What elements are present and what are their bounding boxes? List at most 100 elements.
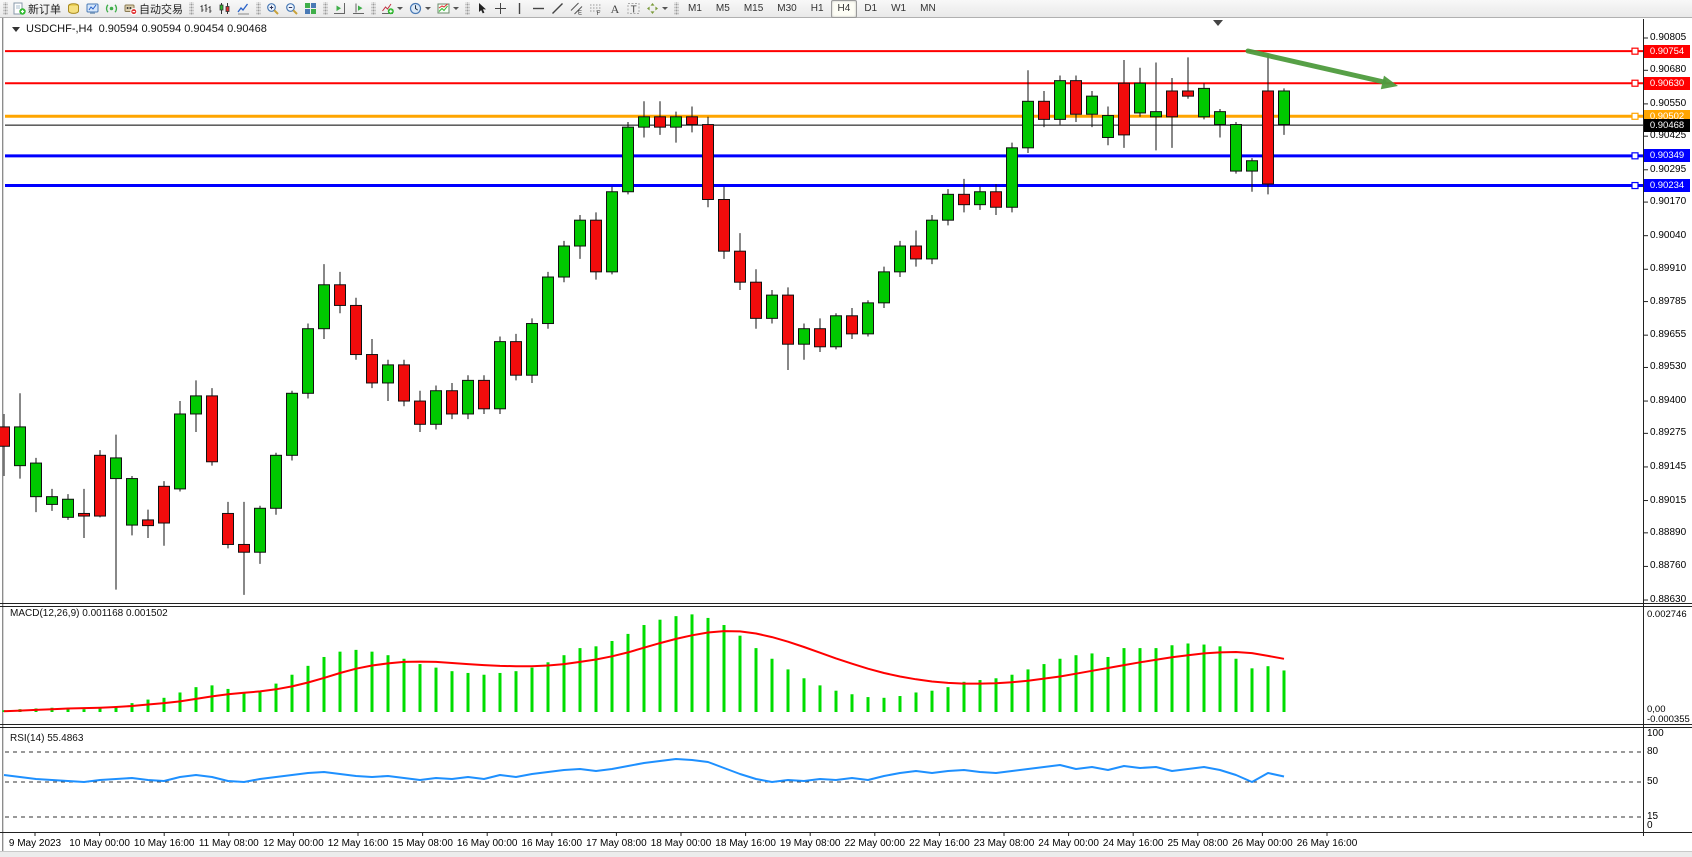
sonar-icon (105, 4, 118, 13)
bull-candle (766, 294, 778, 319)
trendline-button[interactable] (548, 0, 567, 17)
auto-trading-button[interactable]: 自动交易 (121, 0, 186, 17)
svg-text:F: F (597, 11, 601, 15)
time-axis-label: 26 May 00:00 (1232, 838, 1293, 849)
crosshair-button[interactable] (491, 0, 510, 17)
price-tick-label: 0.89655 (1650, 329, 1687, 341)
bear-candle (990, 191, 1002, 208)
periods-icon (409, 2, 422, 15)
market-watch-button[interactable] (83, 0, 102, 17)
timeframe-m5-button[interactable]: M5 (715, 2, 730, 14)
macd-histogram-bar (658, 619, 662, 712)
zoom-out-button[interactable] (282, 0, 301, 17)
price-tick-label: 0.89785 (1650, 295, 1687, 307)
rsi-line (3, 758, 1285, 783)
timeframe-mn-button[interactable]: MN (920, 2, 936, 14)
macd-histogram-bar (962, 681, 966, 712)
chart-symbol-period: USDCHF-,H4 (26, 23, 93, 35)
line-chart-button[interactable] (234, 0, 253, 17)
bear-candle (1118, 82, 1130, 136)
macd-histogram-bar (498, 672, 502, 712)
new-order-button[interactable]: 新订单 (10, 0, 64, 17)
level-line-handle[interactable] (1631, 47, 1639, 55)
toolbar-grip (465, 2, 470, 15)
auto-scroll-icon (334, 3, 345, 14)
time-axis-label: 17 May 08:00 (586, 838, 647, 849)
level-line-handle[interactable] (1631, 152, 1639, 160)
macd-histogram-bar (1154, 648, 1158, 712)
arrows-button[interactable] (643, 0, 671, 17)
vertical-line-button[interactable] (510, 0, 529, 17)
current-price-tag: 0.90468 (1644, 118, 1690, 132)
chevron-down-icon[interactable] (397, 7, 403, 10)
chevron-down-icon[interactable] (662, 7, 668, 10)
macd-histogram-bar (914, 692, 918, 712)
bear-candle (78, 512, 90, 517)
candlestick-chart-button[interactable] (215, 0, 234, 17)
timeframe-m30-button[interactable]: M30 (777, 2, 797, 14)
zoom-in-button[interactable] (263, 0, 282, 17)
chart-shift-button[interactable] (349, 0, 368, 17)
price-tick-label: 0.89400 (1650, 395, 1687, 407)
level-line-handle[interactable] (1631, 79, 1639, 87)
bull-candle (382, 364, 394, 384)
equidistant-channel-button[interactable]: E (567, 0, 586, 17)
time-axis-label: 11 May 08:00 (198, 838, 259, 849)
templates-button[interactable] (434, 0, 462, 17)
bull-candle (1230, 124, 1242, 172)
charts-profile-button[interactable] (64, 0, 83, 17)
tile-windows-button[interactable] (301, 0, 320, 17)
timeframe-m15-button[interactable]: M15 (743, 2, 764, 14)
bull-candle (1086, 95, 1098, 115)
toolbar-group-chart-type (186, 0, 253, 17)
timeframe-w1-button[interactable]: W1 (891, 2, 907, 14)
timeframe-h1-button[interactable]: H1 (810, 2, 824, 14)
chevron-down-icon[interactable] (453, 7, 459, 10)
level-price-tag: 0.90349 (1644, 149, 1690, 163)
macd-histogram-bar (1106, 656, 1110, 712)
bull-candle (1054, 80, 1066, 120)
timeframe-d1-button[interactable]: D1 (864, 2, 878, 14)
trend-arrow-line[interactable] (1245, 48, 1387, 85)
bull-candle (942, 193, 954, 221)
text-button[interactable]: A (605, 0, 624, 17)
timeframe-h4-button[interactable]: H4 (830, 0, 858, 18)
fibonacci-button[interactable]: F (586, 0, 605, 17)
level-price-tag: 0.90630 (1644, 76, 1690, 90)
bull-candle (558, 245, 570, 278)
indicators-button[interactable] (378, 0, 406, 17)
horizontal-line-button[interactable] (529, 0, 548, 17)
periods-button[interactable] (406, 0, 434, 17)
bull-candle (286, 392, 298, 456)
price-tick-label: 0.90805 (1650, 32, 1687, 43)
macd-histogram-bar (322, 656, 326, 712)
macd-histogram-bar (642, 625, 646, 712)
macd-histogram-bar (1058, 658, 1062, 712)
macd-histogram-bar (1138, 648, 1142, 712)
level-line-handle[interactable] (1631, 181, 1639, 190)
macd-histogram-bar (306, 665, 310, 712)
time-axis-label: 24 May 00:00 (1038, 838, 1099, 849)
data-window-button[interactable] (102, 0, 121, 17)
cursor-button[interactable] (472, 0, 491, 17)
bear-candle (734, 250, 746, 283)
macd-histogram-bar (786, 669, 790, 712)
level-line-handle[interactable] (1631, 112, 1639, 120)
macd-tick-label: -0.000355 (1647, 714, 1690, 725)
chevron-down-icon[interactable] (425, 7, 431, 10)
bar-chart-button[interactable] (196, 0, 215, 17)
crosshair-icon (495, 3, 506, 14)
channel-icon: E (570, 2, 583, 15)
chart-dropdown-icon[interactable] (12, 26, 20, 32)
chart-shift-marker[interactable] (1213, 20, 1223, 26)
price-tick-label: 0.88760 (1650, 560, 1687, 572)
auto-scroll-button[interactable] (330, 0, 349, 17)
market-watch-icon (86, 3, 99, 14)
bull-candle (638, 116, 650, 128)
text-label-button[interactable]: T (624, 0, 643, 17)
bull-candle (670, 116, 682, 128)
bull-candle (30, 462, 42, 498)
timeframe-m1-button[interactable]: M1 (688, 2, 702, 14)
